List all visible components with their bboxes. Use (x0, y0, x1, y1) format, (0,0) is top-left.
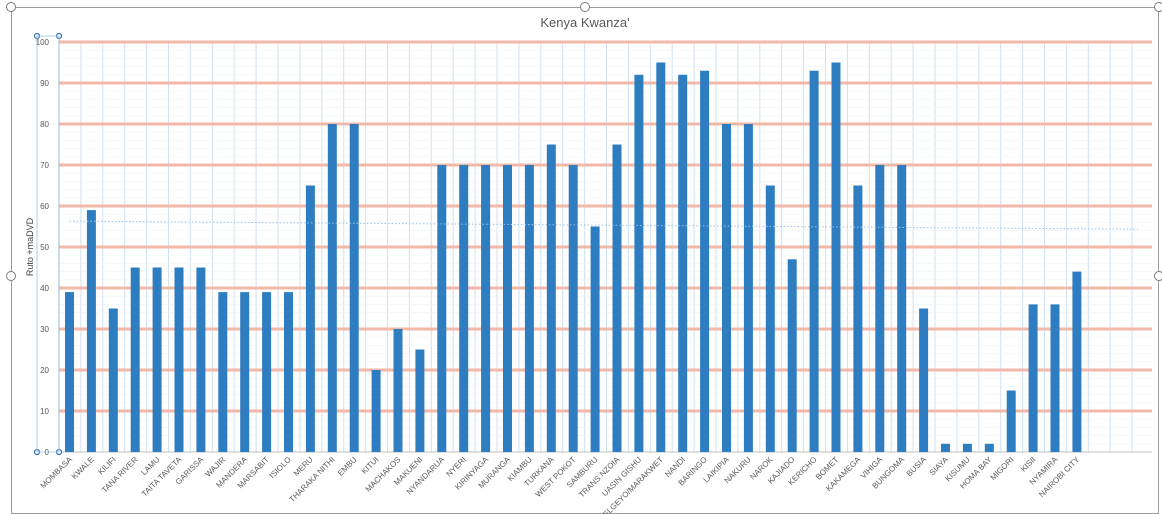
bar-kakamega[interactable] (853, 185, 863, 453)
bar-kiambu[interactable] (524, 165, 534, 452)
bar-nyandarua[interactable] (437, 165, 447, 452)
bar-nyeri[interactable] (459, 165, 469, 452)
resize-handle[interactable] (6, 271, 16, 281)
resize-handle[interactable] (580, 2, 590, 12)
bar-west-pokot[interactable] (568, 165, 578, 452)
x-tick-label: MIGORI (989, 455, 1016, 482)
x-tick-label: ISIOLO (268, 455, 293, 480)
y-tick-label: 30 (40, 325, 49, 334)
bar-nakuru[interactable] (743, 124, 753, 452)
y-tick-label: 10 (40, 407, 49, 416)
bar-turkana[interactable] (546, 144, 556, 453)
y-tick-label: 0 (45, 448, 50, 457)
y-tick-label: 50 (40, 243, 49, 252)
y-tick-label: 80 (40, 120, 49, 129)
bar-machakos[interactable] (393, 329, 403, 452)
bar-mandera[interactable] (240, 292, 250, 452)
bar-nandi[interactable] (678, 74, 688, 453)
bar-taita-taveta[interactable] (174, 267, 184, 453)
bar-narok[interactable] (765, 185, 775, 453)
bar-migori[interactable] (1006, 390, 1016, 453)
y-tick-label: 70 (40, 161, 49, 170)
bar-homa-bay[interactable] (984, 443, 994, 452)
resize-handle[interactable] (1154, 2, 1162, 12)
bar-nairobi-city[interactable] (1072, 271, 1082, 452)
resize-handle[interactable] (1154, 271, 1162, 281)
x-tick-label: EMBU (336, 455, 359, 478)
bar-busia[interactable] (919, 308, 929, 453)
x-tick-label: MOMBASA (39, 455, 75, 491)
y-tick-label: 60 (40, 202, 49, 211)
chart-title: Kenya Kwanza' (540, 15, 629, 30)
y-tick-label: 90 (40, 79, 49, 88)
x-tick-label: KISII (1019, 455, 1038, 474)
y-tick-label: 40 (40, 284, 49, 293)
bar-bomet[interactable] (831, 62, 841, 453)
bar-kitui[interactable] (371, 370, 381, 452)
resize-handle[interactable] (6, 2, 16, 12)
bar-nyamira[interactable] (1050, 304, 1060, 452)
bar-garissa[interactable] (196, 267, 206, 453)
bar-elgeyo-marakwet[interactable] (656, 62, 666, 453)
bar-kericho[interactable] (809, 70, 819, 452)
bar-kirinyaga[interactable] (481, 165, 491, 452)
bar-kajiado[interactable] (787, 259, 797, 452)
bar-mombasa[interactable] (65, 292, 74, 452)
axis-selection-box (36, 35, 60, 453)
y-axis-label: Ruto +maDVD (25, 217, 35, 276)
bar-embu[interactable] (349, 124, 359, 452)
bar-bungoma[interactable] (897, 165, 907, 452)
y-tick-label: 100 (36, 38, 50, 47)
bar-isiolo[interactable] (284, 292, 293, 452)
trendline (69, 220, 1139, 230)
bar-lamu[interactable] (152, 267, 162, 453)
x-tick-label: BUSIA (905, 455, 929, 479)
bar-tharaka-nithi[interactable] (327, 124, 337, 452)
bar-wajir[interactable] (218, 292, 228, 452)
bar-laikipia[interactable] (722, 124, 731, 452)
bar-siaya[interactable] (941, 443, 950, 452)
bar-baringo[interactable] (700, 70, 710, 452)
bar-kilifi[interactable] (108, 308, 118, 453)
bar-vihiga[interactable] (875, 165, 885, 452)
bar-meru[interactable] (305, 185, 315, 453)
x-tick-label: KWALE (70, 455, 96, 481)
bar-kisumu[interactable] (962, 443, 972, 452)
bar-kwale[interactable] (86, 210, 96, 452)
bar-trans-nzoia[interactable] (612, 144, 622, 453)
bar-makueni[interactable] (415, 349, 425, 453)
bar-kisii[interactable] (1028, 304, 1038, 452)
bar-marsabit[interactable] (262, 292, 272, 452)
bar-muranga[interactable] (503, 165, 512, 452)
y-tick-label: 20 (40, 366, 49, 375)
bar-tana-river[interactable] (130, 267, 140, 453)
bar-uasin-gishu[interactable] (634, 74, 644, 453)
bar-samburu[interactable] (590, 226, 600, 453)
